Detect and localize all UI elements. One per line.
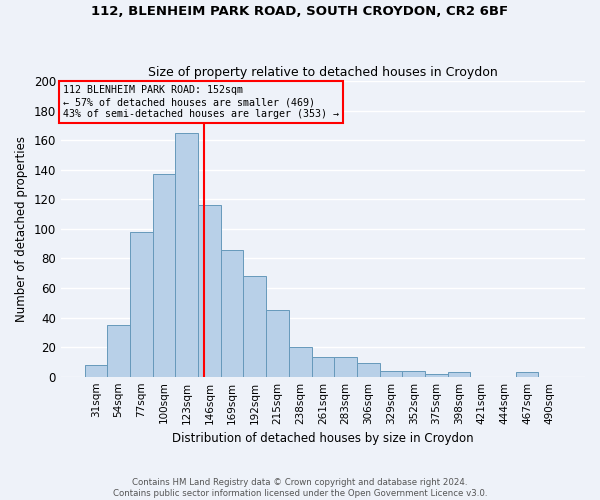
Bar [516, 372, 538, 376]
Text: 112 BLENHEIM PARK ROAD: 152sqm
← 57% of detached houses are smaller (469)
43% of: 112 BLENHEIM PARK ROAD: 152sqm ← 57% of … [64, 86, 340, 118]
Bar [425, 374, 448, 376]
Bar [85, 365, 107, 376]
Title: Size of property relative to detached houses in Croydon: Size of property relative to detached ho… [148, 66, 498, 78]
Bar [152, 174, 175, 376]
Bar [221, 250, 244, 376]
Bar [289, 347, 311, 376]
Bar [311, 358, 334, 376]
Bar [334, 358, 357, 376]
Text: 112, BLENHEIM PARK ROAD, SOUTH CROYDON, CR2 6BF: 112, BLENHEIM PARK ROAD, SOUTH CROYDON, … [91, 5, 509, 18]
Bar [380, 371, 403, 376]
Y-axis label: Number of detached properties: Number of detached properties [15, 136, 28, 322]
Bar [403, 371, 425, 376]
Text: Contains HM Land Registry data © Crown copyright and database right 2024.
Contai: Contains HM Land Registry data © Crown c… [113, 478, 487, 498]
Bar [107, 325, 130, 376]
Bar [130, 232, 152, 376]
X-axis label: Distribution of detached houses by size in Croydon: Distribution of detached houses by size … [172, 432, 474, 445]
Bar [266, 310, 289, 376]
Bar [244, 276, 266, 376]
Bar [357, 364, 380, 376]
Bar [198, 205, 221, 376]
Bar [175, 133, 198, 376]
Bar [448, 372, 470, 376]
